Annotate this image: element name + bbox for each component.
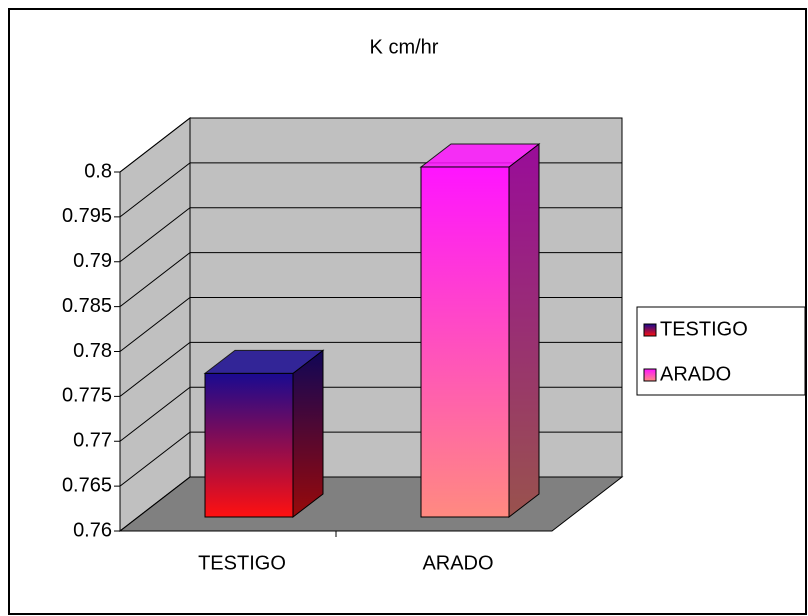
chart-title: K cm/hr: [370, 36, 439, 58]
floor: [118, 476, 624, 532]
x-tick-label: TESTIGO: [198, 552, 286, 574]
y-tick-label: 0.76: [73, 519, 112, 541]
y-tick-label: 0.8: [84, 160, 112, 182]
legend-swatch: [643, 323, 657, 337]
bar: [204, 372, 294, 518]
y-tick-label: 0.785: [62, 295, 112, 317]
y-tick-label: 0.765: [62, 474, 112, 496]
y-tick-label: 0.77: [73, 430, 112, 452]
bar-side: [292, 349, 324, 519]
y-tick-label: 0.79: [73, 250, 112, 272]
y-tick-label: 0.795: [62, 205, 112, 227]
legend-label: ARADO: [660, 363, 731, 385]
legend-box: [636, 306, 806, 396]
bar: [420, 166, 510, 518]
y-tick-label: 0.78: [73, 340, 112, 362]
y-tick-label: 0.775: [62, 385, 112, 407]
grid-line: [119, 117, 622, 173]
legend-label: TESTIGO: [660, 318, 748, 340]
bar-side: [508, 142, 540, 519]
x-tick-label: ARADO: [422, 552, 493, 574]
legend-swatch: [643, 368, 657, 382]
